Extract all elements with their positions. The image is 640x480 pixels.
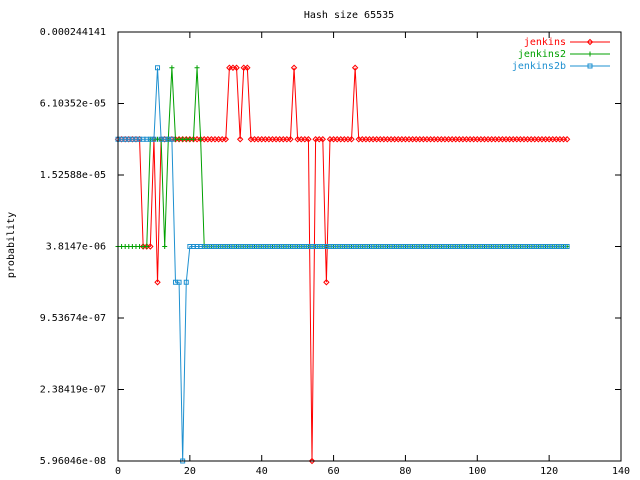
data-point <box>169 136 175 142</box>
legend-label-jenkins: jenkins <box>524 37 566 48</box>
x-tick-label: 0 <box>115 466 121 477</box>
series-layer <box>114 64 571 465</box>
y-tick-label: 2.38419e-07 <box>40 384 106 395</box>
data-point <box>144 244 150 249</box>
y-tick-label: 5.96046e-08 <box>40 456 106 467</box>
legend-marker <box>587 63 593 69</box>
data-point <box>183 279 189 285</box>
plot-border <box>117 31 622 462</box>
data-point <box>305 136 312 143</box>
data-point <box>155 65 161 71</box>
data-point <box>222 136 229 143</box>
y-tick-label: 6.10352e-05 <box>40 99 106 110</box>
data-point <box>190 136 196 142</box>
data-point <box>563 136 571 143</box>
x-tick-label: 80 <box>399 466 411 477</box>
x-tick-label: 120 <box>540 466 558 477</box>
data-point <box>194 65 200 71</box>
data-point <box>348 136 355 143</box>
y-tick-label: 3.8147e-06 <box>46 241 106 252</box>
data-point <box>154 279 161 286</box>
data-point <box>308 457 316 465</box>
y-tick-label: 1.52588e-05 <box>40 170 106 181</box>
x-tick-label: 40 <box>256 466 268 477</box>
data-point <box>198 136 204 142</box>
x-tick-label: 20 <box>184 466 196 477</box>
legend-label-jenkins2b: jenkins2b <box>512 61 566 72</box>
data-point <box>169 65 175 71</box>
y-tick-label: 0.000244141 <box>40 27 106 38</box>
data-point <box>151 136 157 142</box>
x-tick-label: 140 <box>612 466 630 477</box>
legend-marker <box>587 51 593 57</box>
data-point <box>323 279 330 286</box>
axis-ticks: 0 20 40 60 80 100 120 140 0.000244141 6.10352e-05… <box>40 27 630 477</box>
data-point <box>236 136 244 143</box>
x-tick-label: 100 <box>468 466 486 477</box>
data-point <box>287 136 294 143</box>
data-point <box>290 64 298 71</box>
x-tick-label: 60 <box>328 466 340 477</box>
data-point <box>147 243 154 250</box>
data-point <box>564 243 570 249</box>
data-point <box>244 64 251 71</box>
data-point <box>351 64 359 71</box>
data-point <box>233 64 240 71</box>
y-tick-label: 9.53674e-07 <box>40 313 106 324</box>
data-point <box>162 244 168 249</box>
y-axis-label: probability <box>6 212 17 278</box>
legend-label-jenkins2: jenkins2 <box>518 49 566 60</box>
data-point <box>176 279 182 285</box>
legend-marker <box>586 38 594 46</box>
chart-title: Hash size 65535 <box>304 10 394 21</box>
data-point <box>319 136 326 143</box>
